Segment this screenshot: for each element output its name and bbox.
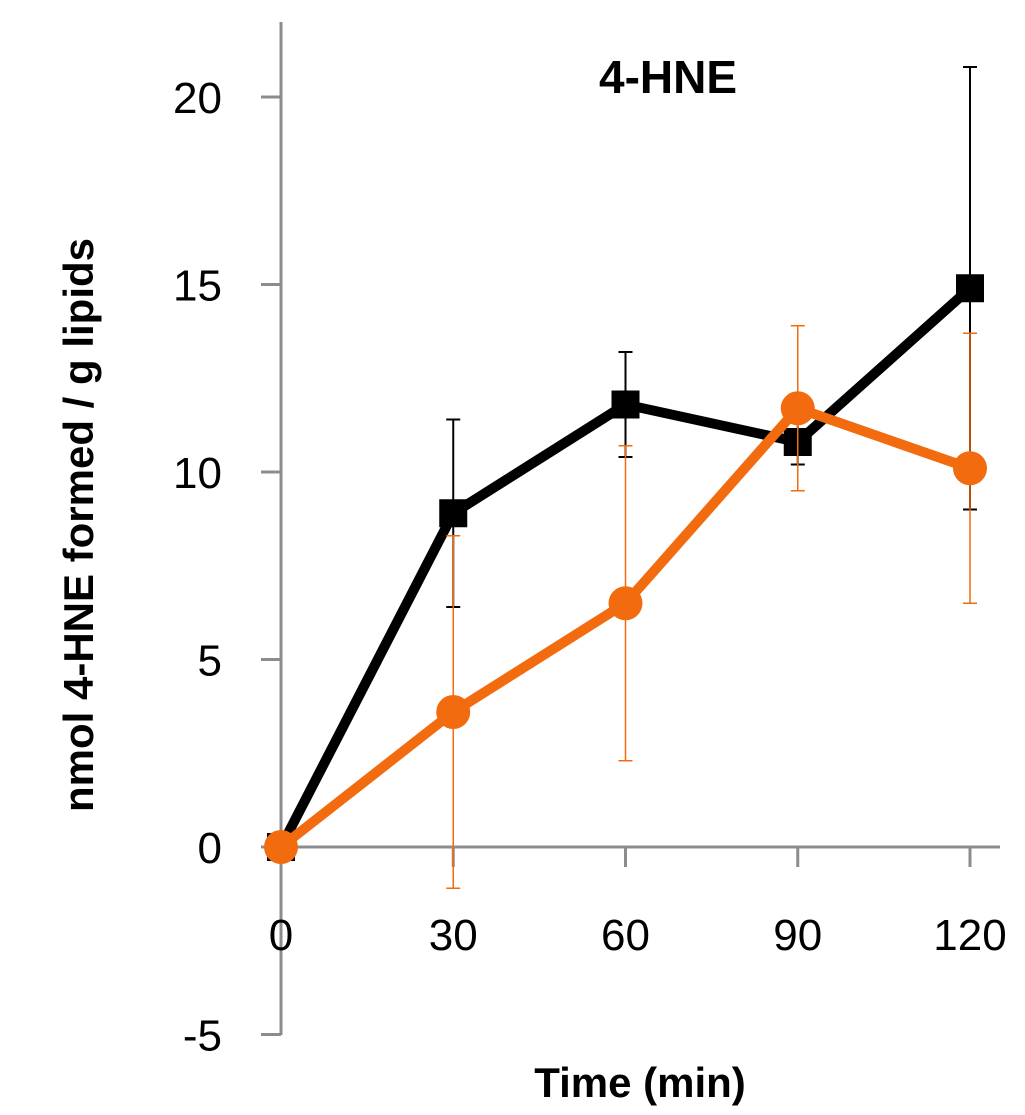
data-point — [953, 451, 987, 486]
x-tick-label: 30 — [429, 911, 478, 960]
x-tick-label: 60 — [601, 911, 650, 960]
chart-title: 4-HNE — [599, 51, 737, 103]
series-layer — [264, 66, 987, 889]
y-tick-label: 15 — [173, 262, 222, 311]
data-point — [611, 390, 640, 419]
data-point — [780, 391, 815, 426]
x-tick-label: 90 — [773, 911, 822, 960]
y-ticks: -5 0 5 10 15 20 — [173, 74, 281, 1061]
y-tick-label: 5 — [198, 637, 222, 686]
data-point — [436, 695, 471, 729]
x-ticks: 0 30 60 90 120 — [269, 847, 1007, 960]
series-2 — [264, 325, 987, 889]
x-tick-label: 120 — [933, 911, 1006, 960]
y-tick-label: 10 — [173, 449, 222, 498]
data-point — [439, 499, 468, 528]
y-tick-label: 20 — [173, 74, 222, 123]
y-tick-label: -5 — [183, 1012, 222, 1061]
data-point — [264, 830, 298, 864]
y-axis-title: nmol 4-HNE formed / g lipids — [55, 238, 102, 812]
data-point — [608, 586, 643, 621]
axes — [279, 22, 1000, 1035]
data-point — [956, 274, 984, 303]
x-axis-title: Time (min) — [534, 1059, 746, 1106]
x-tick-label: 0 — [269, 911, 293, 960]
y-tick-label: 0 — [198, 824, 222, 873]
